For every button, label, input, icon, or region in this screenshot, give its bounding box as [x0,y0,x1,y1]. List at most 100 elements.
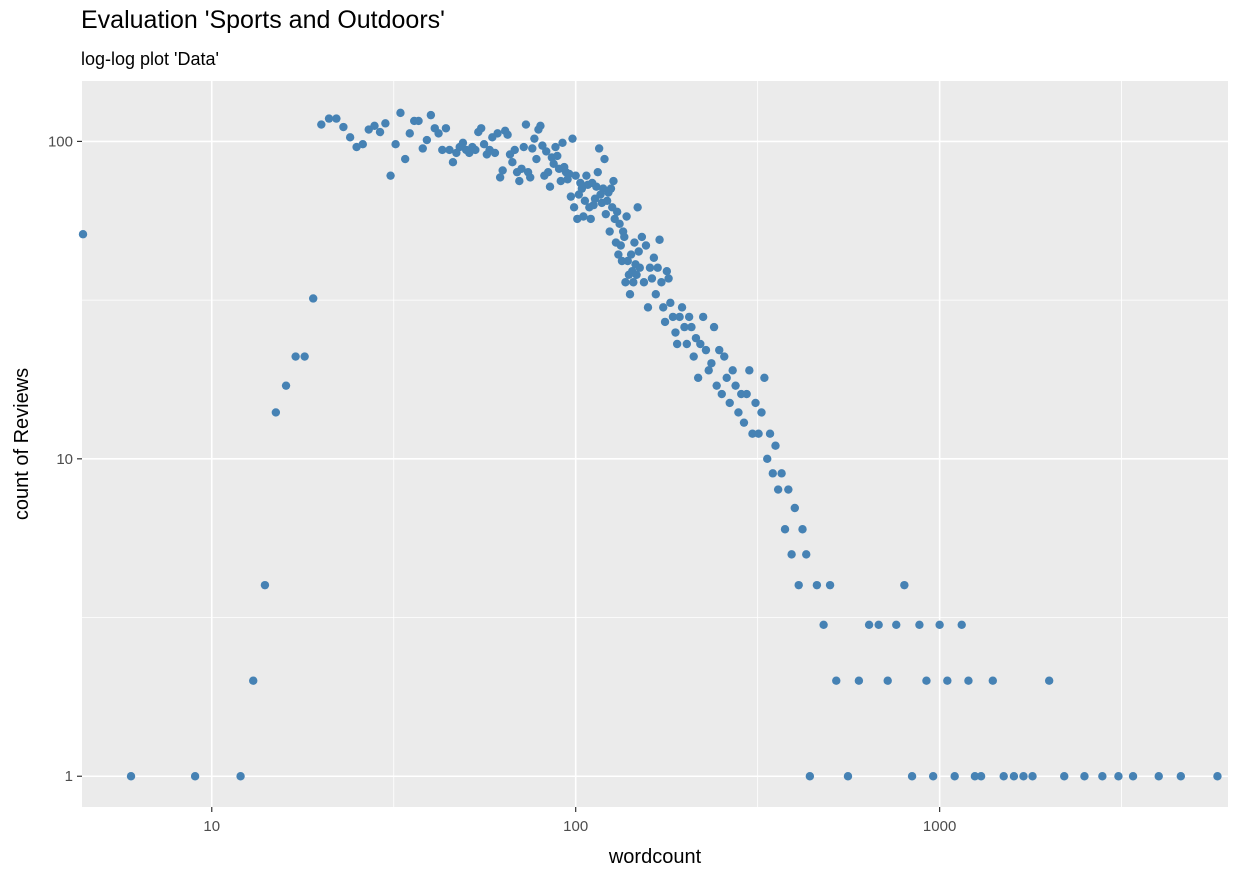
data-point [907,772,917,781]
data-point [558,138,567,147]
data-point [593,167,602,177]
data-point [324,114,334,123]
data-point [317,120,326,129]
data-point [684,312,694,322]
data-point [751,398,760,408]
data-point [526,173,535,182]
data-point [660,317,670,327]
data-point [543,167,553,177]
data-point [571,171,580,180]
data-point [748,429,757,438]
data-point [479,139,489,149]
data-point [260,580,270,590]
data-point [634,247,643,256]
data-point [615,219,624,229]
data-point [812,580,822,590]
data-point [391,139,400,149]
data-point [704,366,713,375]
data-point [592,182,601,191]
data-point [794,580,803,590]
data-point [864,620,874,629]
data-point [765,429,775,438]
data-point [874,620,883,629]
data-point [414,116,423,126]
data-point [602,196,612,205]
data-point [687,322,696,332]
data-point [682,339,692,349]
data-point [668,312,678,322]
data-point [332,114,341,123]
data-point [458,138,468,147]
grid-minor [82,81,1228,807]
data-point [790,503,800,513]
data-point [616,241,625,250]
data-point [935,620,944,629]
data-point [434,129,443,138]
data-point [664,274,673,283]
data-point [577,184,587,193]
data-point [950,772,959,781]
data-point [589,200,598,210]
data-point [536,121,545,130]
data-point [471,145,480,155]
data-point [553,151,562,161]
data-point [358,139,367,149]
data-point [503,130,512,139]
data-point [722,373,731,382]
data-point [1044,676,1054,685]
data-point [712,381,721,390]
data-point [271,408,281,417]
data-point [639,278,649,287]
data-point [519,142,528,152]
data-point [1028,772,1037,781]
data-point [521,120,531,129]
data-point [579,212,588,221]
data-point [612,207,622,217]
data-point [653,263,662,272]
data-point [691,333,701,343]
data-point [617,256,627,266]
data-point [236,772,245,781]
data-point [190,772,200,781]
data-point [568,134,577,143]
data-point [405,129,414,138]
data-point [943,676,952,685]
data-point [622,212,631,221]
data-point [422,135,432,145]
data-point [605,227,614,236]
data-point [633,203,642,212]
data-point [825,580,835,590]
data-point [126,772,136,781]
y-axis-title: count of Reviews [11,368,33,520]
data-point [649,253,659,262]
data-point [637,232,647,242]
data-point [551,142,560,152]
data-points [78,108,1222,781]
data-point [556,176,565,186]
data-point [643,303,653,312]
data-point [630,238,639,247]
data-point [375,127,385,137]
data-point [477,124,486,133]
grid-major [82,81,1228,807]
data-point [1128,772,1138,781]
data-point [798,525,807,534]
data-point [745,366,754,375]
data-point [1060,772,1069,781]
data-point [625,290,635,299]
data-point [1154,772,1163,781]
data-point [666,298,675,308]
data-point [426,110,436,120]
data-point [1080,772,1089,781]
data-point [545,182,555,191]
data-point [508,158,517,167]
data-point [672,339,682,349]
data-point [777,469,786,478]
data-point [784,485,793,494]
data-point [1213,772,1222,781]
data-point [720,352,729,361]
data-point [594,144,604,153]
y-tick-label: 10 [56,451,73,468]
data-point [586,214,595,224]
